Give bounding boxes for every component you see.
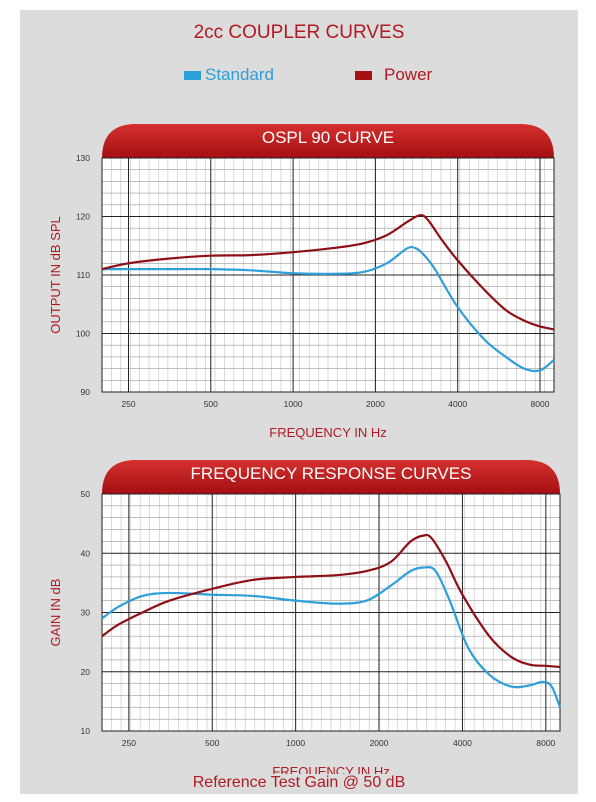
y-tick-label: 100	[76, 329, 90, 339]
x-axis-label: FREQUENCY IN Hz	[272, 764, 390, 774]
chart-panel: 2cc COUPLER CURVES Standard Power OSPL 9…	[20, 10, 578, 794]
x-tick-label: 8000	[536, 738, 555, 748]
series-line-standard	[101, 566, 562, 708]
legend-label-power: Power	[384, 65, 433, 84]
series-line-power	[101, 533, 561, 669]
legend: Standard Power	[20, 65, 578, 87]
x-tick-label: 4000	[448, 399, 467, 409]
legend-swatch-power	[355, 70, 372, 80]
chart-title-banner	[102, 124, 554, 158]
series-line-power	[101, 214, 555, 331]
chart-title: FREQUENCY RESPONSE CURVES	[191, 464, 472, 483]
y-tick-label: 20	[81, 667, 91, 677]
y-tick-label: 30	[81, 608, 91, 618]
x-tick-label: 1000	[284, 399, 303, 409]
y-tick-label: 120	[76, 212, 90, 222]
x-tick-label: 8000	[531, 399, 550, 409]
x-tick-label: 1000	[286, 738, 305, 748]
y-tick-label: 110	[76, 270, 90, 280]
y-axis-label: GAIN IN dB	[48, 579, 63, 647]
x-tick-label: 2000	[370, 738, 389, 748]
y-axis-label: OUTPUT IN dB SPL	[48, 216, 63, 334]
plot-border	[101, 157, 555, 393]
x-tick-label: 250	[122, 738, 136, 748]
x-axis-label: FREQUENCY IN Hz	[269, 425, 387, 440]
y-tick-label: 10	[81, 726, 91, 736]
legend-swatch-standard	[184, 70, 201, 80]
legend-label-standard: Standard	[205, 65, 274, 84]
legend-item-standard: Standard	[184, 65, 274, 85]
plot-border	[101, 493, 561, 732]
y-tick-label: 50	[81, 489, 91, 499]
series-line-standard	[102, 245, 555, 373]
frequency-response-chart: FREQUENCY RESPONSE CURVES 10 20 30 40 50 250 50…	[20, 456, 578, 779]
y-tick-label: 130	[76, 153, 90, 163]
x-tick-label: 500	[205, 738, 219, 748]
frequency-response-chart-svg: FREQUENCY RESPONSE CURVES 10 20 30 40 50 250 50…	[48, 460, 562, 779]
reference-test-gain-caption: Reference Test Gain @ 50 dB	[192, 774, 406, 791]
x-tick-label: 500	[204, 399, 218, 409]
x-tick-label: 2000	[366, 399, 385, 409]
x-tick-label: 250	[121, 399, 135, 409]
y-tick-label: 90	[81, 387, 91, 397]
chart-title-banner	[102, 460, 560, 494]
ospl90-chart: OSPL 90 CURVE 90 100 110 120 130 250 500 1000 200…	[20, 120, 578, 440]
chart-title: OSPL 90 CURVE	[262, 128, 394, 147]
legend-item-power: Power	[355, 65, 432, 85]
x-tick-label: 4000	[453, 738, 472, 748]
y-tick-label: 40	[81, 548, 91, 558]
ospl90-chart-svg: OSPL 90 CURVE 90 100 110 120 130 250 500 1000 200…	[48, 124, 555, 440]
page-title: 2cc COUPLER CURVES	[193, 22, 405, 43]
